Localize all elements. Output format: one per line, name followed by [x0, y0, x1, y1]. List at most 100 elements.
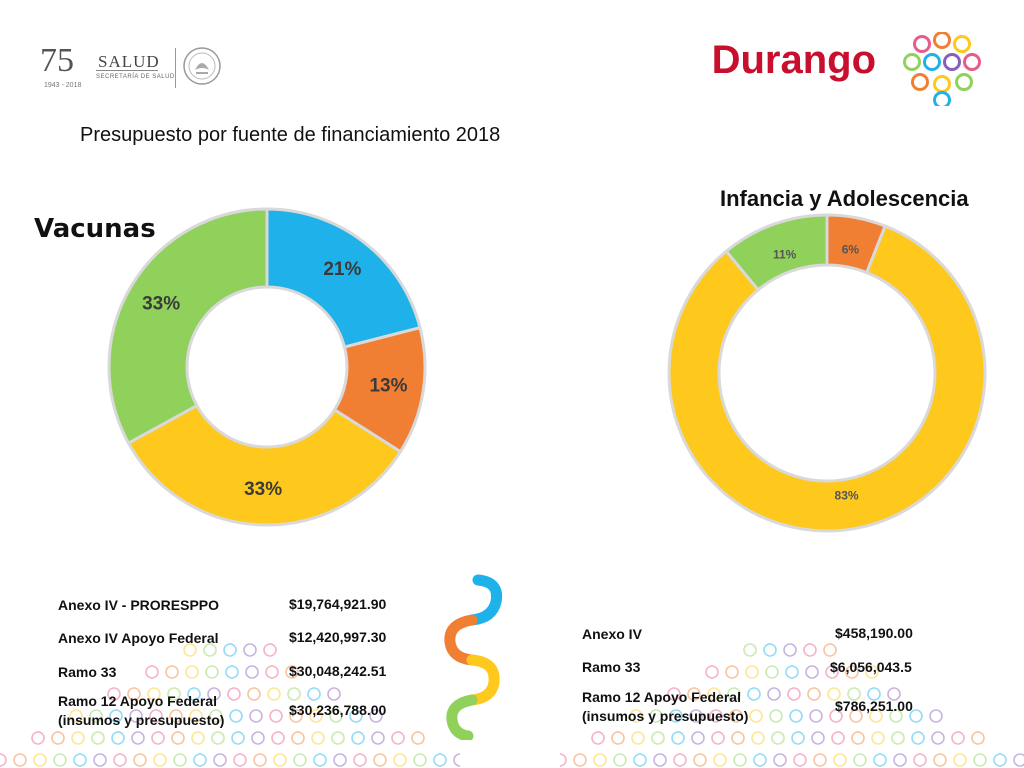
decor-circle [785, 665, 799, 679]
ring-icon [943, 53, 961, 71]
decor-circle [369, 709, 383, 723]
decor-circle [771, 731, 785, 745]
budget-amount: $6,056,043.5 [830, 659, 912, 675]
decor-circle [111, 731, 125, 745]
mexico-seal-icon [183, 47, 221, 85]
decor-circle [573, 753, 587, 767]
slice-label: 13% [369, 375, 407, 396]
ring-icon [911, 73, 929, 91]
decor-circle [833, 753, 847, 767]
decor-circle [151, 731, 165, 745]
decor-circle [249, 709, 263, 723]
decor-circle [831, 731, 845, 745]
decor-circle [783, 643, 797, 657]
chart-vacunas-title: Vacunas [34, 214, 156, 244]
decor-circle [713, 753, 727, 767]
decor-circle [0, 753, 7, 767]
decor-circle [909, 709, 923, 723]
decor-circle [227, 687, 241, 701]
decor-circle [203, 643, 217, 657]
ring-icon [933, 32, 951, 49]
decor-circle [803, 643, 817, 657]
decor-circle [1013, 753, 1024, 767]
ribbon-segment [466, 654, 500, 706]
decor-circle [653, 753, 667, 767]
budget-amount: $19,764,921.90 [289, 596, 387, 612]
decor-circle [709, 709, 723, 723]
budget-label: Ramo 12 Apoyo Federal [58, 693, 217, 709]
decor-circle [127, 687, 141, 701]
decor-circle [187, 687, 201, 701]
budget-label-detail: (insumos y presupuesto) [582, 708, 749, 724]
decor-circle [245, 665, 259, 679]
budget-label: Anexo IV - PRORESPPO [58, 597, 220, 613]
slice-label: 33% [244, 479, 282, 500]
decor-circle [931, 731, 945, 745]
budget-amount: $786,251.00 [835, 698, 913, 714]
decor-circle [167, 687, 181, 701]
decor-circle [611, 731, 625, 745]
decor-circle [765, 665, 779, 679]
decor-circle [743, 643, 757, 657]
chart-infancia-title: Infancia y Adolescencia [720, 186, 969, 211]
decor-circle [393, 753, 407, 767]
decor-circle [773, 753, 787, 767]
decor-circle [889, 709, 903, 723]
decor-circle [349, 709, 363, 723]
decor-circle [593, 753, 607, 767]
decor-circle [629, 709, 643, 723]
decor-circle [313, 753, 327, 767]
decor-circle [951, 731, 965, 745]
decor-circle [109, 709, 123, 723]
decor-circle [793, 753, 807, 767]
slice-label: 21% [323, 259, 361, 280]
logo-divider [175, 48, 176, 88]
decor-circle [823, 643, 837, 657]
decor-circle [229, 709, 243, 723]
budget-amount: $30,236,788.00 [289, 702, 387, 718]
ring-icon [923, 53, 941, 71]
decor-circle [751, 731, 765, 745]
ribbon-segment [444, 614, 478, 666]
decor-circle [287, 687, 301, 701]
decor-circle [329, 709, 343, 723]
decor-circle [811, 731, 825, 745]
decor-circle [209, 709, 223, 723]
budget-label: Ramo 33 [582, 659, 641, 675]
decor-circle [91, 731, 105, 745]
decor-circle [971, 731, 985, 745]
ring-icon [903, 53, 921, 71]
decor-circle [191, 731, 205, 745]
decor-circle [231, 731, 245, 745]
decor-circle [311, 731, 325, 745]
decor-circle [933, 753, 947, 767]
decor-circle [849, 709, 863, 723]
decor-circle [213, 753, 227, 767]
decor-circle [71, 731, 85, 745]
ring-icon [953, 35, 971, 53]
decor-circle [153, 753, 167, 767]
decor-circle [673, 753, 687, 767]
decor-circle [353, 753, 367, 767]
ring-icon [933, 91, 951, 106]
decor-circle [327, 687, 341, 701]
decor-circle [560, 753, 567, 767]
decor-circle [729, 709, 743, 723]
decor-circle [307, 687, 321, 701]
decor-circle [205, 665, 219, 679]
decor-circle [669, 709, 683, 723]
decor-circle [813, 753, 827, 767]
decor-circle [289, 709, 303, 723]
decor-circle [667, 687, 681, 701]
decor-circle [53, 753, 67, 767]
rings-logo-icon [903, 32, 981, 106]
budget-label-detail: (insumos y presupuesto) [58, 712, 225, 728]
decor-circle [727, 687, 741, 701]
decor-circle [147, 687, 161, 701]
decor-circle [769, 709, 783, 723]
decor-circle [253, 753, 267, 767]
ribbon-segment [466, 574, 503, 626]
decorative-circles-left [0, 643, 460, 767]
decor-circle [791, 731, 805, 745]
decor-circle [133, 753, 147, 767]
